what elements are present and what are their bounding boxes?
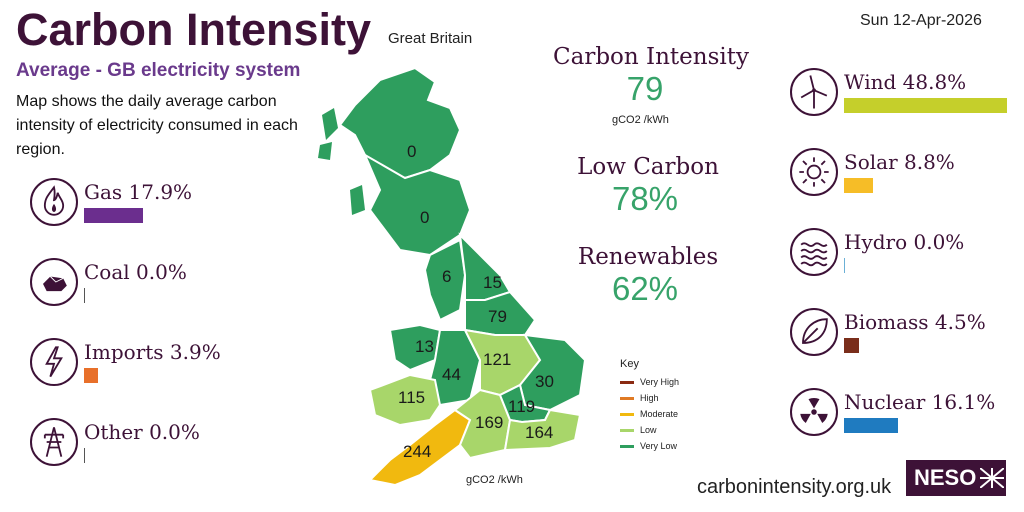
page-subtitle: Average - GB electricity system	[16, 60, 301, 81]
map-description: Map shows the daily average carbon inten…	[16, 93, 298, 158]
carbon-intensity-heading: Carbon Intensity	[553, 44, 749, 70]
page-title: Carbon Intensity	[16, 4, 372, 55]
low-carbon-value: 78%	[611, 180, 679, 217]
key-swatch	[620, 428, 634, 432]
pylon-icon	[30, 418, 78, 466]
key-item: High	[620, 390, 679, 406]
wind-turbine-icon	[790, 68, 838, 116]
key-unit: gCO2 /kWh	[466, 474, 523, 486]
map-value-east-england: 30	[535, 372, 554, 391]
carbon-intensity-value: 79	[626, 70, 664, 107]
fuel-label: Biomass 4.5%	[844, 310, 986, 334]
map-value-south-england: 169	[475, 413, 503, 432]
carbon-intensity-unit: gCO2 /kWh	[612, 114, 669, 126]
fuel-label: Gas 17.9%	[84, 180, 193, 204]
key-swatch	[620, 412, 634, 416]
coal-icon	[30, 258, 78, 306]
leaf-icon	[790, 308, 838, 356]
map-value-south-west-england: 244	[403, 442, 431, 461]
fuel-label: Other 0.0%	[84, 420, 200, 444]
map-region-north-scotland	[338, 66, 462, 180]
map-value-south-east-england: 164	[525, 423, 553, 442]
map-value-east-midlands: 121	[483, 350, 511, 369]
map-key: Key Very High High Moderate Low Very Low	[620, 358, 679, 454]
renewables-heading: Renewables	[577, 244, 719, 270]
key-swatch	[620, 380, 634, 384]
key-rows: Very High High Moderate Low Very Low	[620, 374, 679, 454]
fuel-share-bar	[844, 338, 860, 353]
fuel-share-bar	[84, 208, 144, 223]
map-value-north-scotland: 0	[407, 142, 416, 161]
map-value-north-east-england: 15	[483, 273, 502, 292]
region-label: Great Britain	[388, 30, 473, 47]
key-label: Low	[640, 425, 657, 435]
map-island	[350, 185, 365, 215]
fuel-share-bar	[844, 258, 845, 273]
fuel-label: Coal 0.0%	[84, 260, 187, 284]
fuel-label: Nuclear 16.1%	[844, 390, 996, 414]
water-waves-icon	[790, 228, 838, 276]
neso-logo: NESO	[906, 460, 1006, 496]
fuel-share-bar	[844, 98, 1008, 113]
renewables-value: 62%	[611, 270, 679, 307]
map-value-south-wales: 115	[398, 388, 425, 407]
gb-region-map: 0 0 6 15 79 13 44 121 30 115 119 169 164…	[318, 66, 587, 487]
key-title: Key	[620, 358, 639, 370]
map-island	[318, 142, 332, 160]
map-region-south-east-england	[503, 408, 582, 452]
key-swatch	[620, 396, 634, 400]
sun-icon	[790, 148, 838, 196]
map-island	[322, 108, 338, 140]
fuel-share-bar	[84, 288, 85, 303]
key-label: Moderate	[640, 409, 679, 419]
flame-icon	[30, 178, 78, 226]
key-item: Very High	[620, 374, 679, 390]
key-item: Low	[620, 422, 679, 438]
lightning-icon	[30, 338, 78, 386]
fuel-label: Hydro 0.0%	[844, 230, 965, 254]
map-value-south-scotland: 0	[420, 208, 429, 227]
low-carbon-heading: Low Carbon	[577, 154, 719, 180]
neso-flag-icon	[980, 468, 1005, 488]
fuel-share-bar	[844, 178, 874, 193]
fuel-label: Wind 48.8%	[844, 70, 967, 94]
map-value-yorkshire: 79	[488, 307, 507, 326]
map-region-south-scotland	[362, 152, 472, 257]
key-label: Very High	[640, 377, 680, 387]
map-value-north-west-england: 6	[442, 267, 451, 286]
key-label: High	[640, 393, 659, 403]
key-label: Very Low	[640, 441, 678, 451]
fuel-share-bar	[84, 368, 98, 383]
website-link[interactable]: carbonintensity.org.uk	[697, 476, 892, 498]
radiation-icon	[790, 388, 838, 436]
key-swatch	[620, 444, 634, 448]
map-region-south-wales	[368, 373, 442, 427]
fuel-label: Solar 8.8%	[844, 150, 955, 174]
fuel-share-bar	[84, 448, 85, 463]
key-item: Very Low	[620, 438, 679, 454]
fuel-label: Imports 3.9%	[84, 340, 221, 364]
neso-logo-text: NESO	[914, 465, 977, 490]
map-value-west-midlands: 44	[442, 365, 461, 384]
fuel-share-bar	[844, 418, 898, 433]
key-item: Moderate	[620, 406, 679, 422]
report-date: Sun 12-Apr-2026	[860, 12, 982, 29]
map-value-london: 119	[508, 397, 535, 416]
map-value-north-wales: 13	[415, 337, 434, 356]
